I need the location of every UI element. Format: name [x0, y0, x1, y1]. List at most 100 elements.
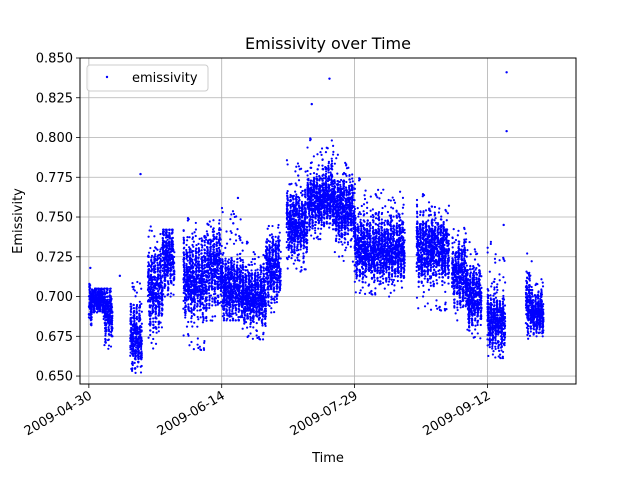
data-point [157, 257, 160, 260]
data-point [215, 247, 218, 251]
data-point [234, 300, 237, 303]
data-point [209, 225, 212, 228]
data-point [152, 323, 155, 326]
data-point [201, 311, 204, 315]
data-point [182, 287, 185, 290]
data-point [219, 257, 222, 260]
data-point [193, 293, 196, 296]
data-point [273, 298, 276, 301]
data-point [225, 293, 228, 296]
data-point [235, 313, 238, 316]
data-point [140, 326, 143, 329]
data-point [249, 321, 252, 324]
data-point [161, 304, 164, 307]
data-point [109, 307, 112, 310]
data-point [223, 305, 226, 308]
data-point [196, 302, 199, 305]
data-point [90, 313, 93, 316]
data-point [196, 325, 199, 328]
data-point [106, 298, 109, 301]
data-point [152, 265, 156, 268]
data-point [100, 290, 103, 294]
data-point [92, 306, 96, 309]
data-point [129, 313, 132, 316]
data-point [135, 312, 138, 315]
data-point [239, 264, 242, 267]
data-point [218, 233, 221, 236]
data-point [262, 288, 265, 292]
data-point [257, 335, 261, 339]
data-point [245, 278, 248, 281]
data-point [276, 285, 279, 288]
data-point [205, 287, 208, 291]
data-point [198, 285, 201, 288]
data-point [188, 250, 191, 253]
data-point [168, 245, 171, 248]
data-point [195, 285, 198, 288]
data-point [158, 320, 161, 323]
data-point [196, 295, 199, 298]
data-point [154, 320, 157, 323]
data-point [208, 302, 211, 306]
data-point [270, 233, 273, 236]
data-point [213, 298, 216, 301]
data-point [286, 163, 289, 166]
data-point [264, 245, 268, 248]
data-point [234, 304, 237, 307]
data-point [133, 322, 136, 325]
data-point [157, 292, 160, 295]
data-point [152, 337, 155, 341]
data-point [221, 272, 224, 276]
data-point [107, 327, 110, 331]
data-point [163, 272, 166, 275]
data-point [278, 288, 281, 291]
data-point [195, 260, 198, 263]
data-point [258, 312, 262, 315]
data-point [132, 335, 135, 338]
data-point [195, 305, 199, 308]
data-point [190, 311, 193, 314]
data-point [129, 303, 132, 306]
data-point [193, 307, 196, 310]
data-point [94, 294, 98, 297]
data-point [251, 258, 254, 261]
data-point [203, 271, 206, 274]
data-point [222, 318, 226, 322]
data-point [134, 371, 137, 374]
data-point [206, 262, 209, 266]
data-point [229, 276, 232, 279]
data-point [218, 228, 221, 232]
data-point [204, 255, 207, 259]
data-point [224, 257, 227, 260]
data-point [140, 364, 143, 368]
data-point [111, 335, 114, 338]
data-point [158, 287, 161, 291]
data-point [249, 325, 252, 328]
data-point [270, 311, 273, 314]
data-point [277, 270, 281, 273]
data-point [190, 309, 193, 312]
data-point [232, 301, 235, 304]
data-point [265, 277, 268, 280]
data-point [209, 294, 213, 297]
data-point [227, 276, 230, 280]
data-point [197, 281, 200, 284]
data-point [159, 279, 162, 282]
data-point [96, 302, 100, 305]
data-point [259, 295, 263, 298]
data-point [234, 319, 237, 322]
data-point [94, 289, 97, 292]
data-point [166, 293, 169, 297]
data-point [230, 259, 233, 262]
data-point [191, 266, 195, 269]
data-point [130, 326, 133, 330]
data-point [246, 326, 249, 329]
data-point [150, 341, 153, 344]
data-point [195, 264, 198, 267]
data-point [207, 272, 210, 275]
data-point [153, 255, 156, 259]
data-point [159, 266, 162, 269]
data-point [156, 261, 159, 264]
data-point [191, 276, 195, 279]
data-point [269, 240, 272, 243]
